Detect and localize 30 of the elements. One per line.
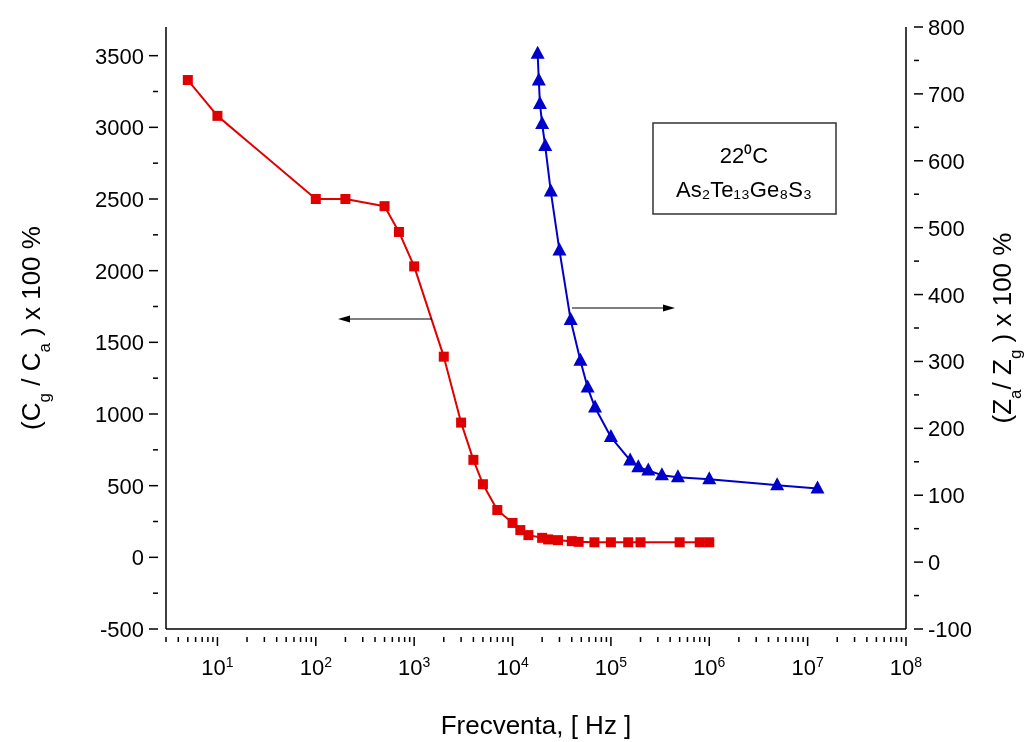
annotation: As₂Te₁₃Ge₈S₃ (676, 177, 812, 202)
y2-tick-label: 600 (928, 148, 965, 174)
y2-tick-label: 500 (928, 215, 965, 241)
x-tick-label: 10$^{6}$ (693, 654, 726, 680)
y-tick-label: 2500 (95, 187, 144, 212)
y-tick-label: 0 (131, 545, 144, 571)
y2-tick-label: 100 (928, 483, 965, 509)
y2-tick-label: 800 (928, 15, 965, 40)
x-tick-label: 10$^{5}$ (594, 654, 628, 680)
y-tick-label: 500 (107, 473, 144, 499)
annotation: 22⁰C (719, 143, 769, 168)
y-tick-label: -500 (99, 617, 144, 642)
y2-tick-label: 200 (928, 416, 965, 442)
x-tick-label: 10$^{7}$ (791, 654, 824, 680)
y2-tick-label: -100 (928, 617, 973, 642)
x-tick-label: 10$^{4}$ (496, 654, 529, 680)
y2-tick-label: 0 (928, 550, 941, 576)
y-tick-label: 3000 (95, 115, 144, 141)
x-tick-label: 10$^{8}$ (889, 654, 923, 680)
x-axis-title: Frecventa, [ Hz ] (440, 710, 632, 740)
x-tick-label: 10$^{2}$ (299, 654, 333, 680)
y-tick-label: 3500 (95, 43, 144, 69)
y-tick-label: 2000 (95, 258, 144, 284)
x-tick-label: 10$^{1}$ (201, 654, 234, 680)
y-tick-label: 1500 (95, 330, 144, 356)
y2-tick-label: 700 (928, 81, 965, 107)
y2-tick-label: 300 (928, 349, 965, 375)
y-tick-label: 1000 (95, 402, 144, 427)
x-tick-label: 10$^{3}$ (398, 654, 431, 680)
y2-tick-label: 400 (928, 282, 965, 308)
